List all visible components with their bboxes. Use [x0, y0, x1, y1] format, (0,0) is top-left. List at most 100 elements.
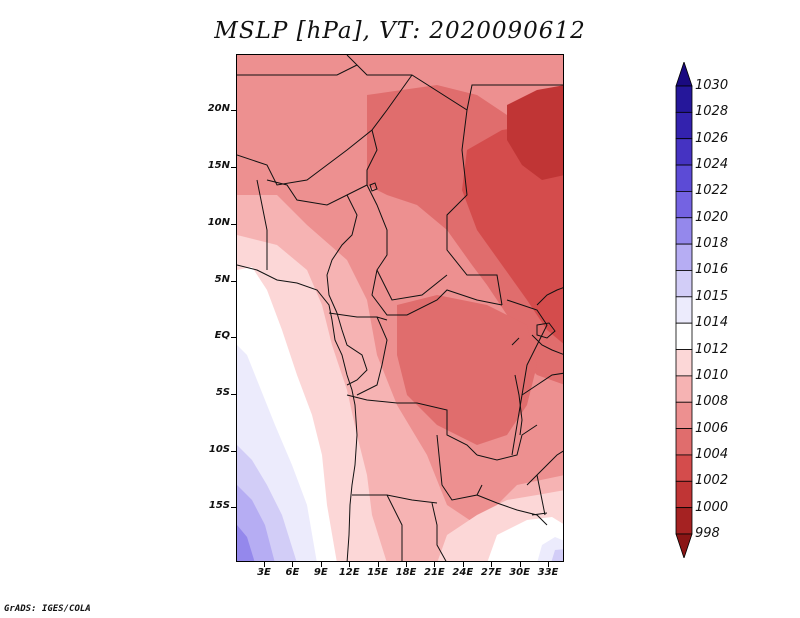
colorbar-segment — [675, 270, 693, 298]
field-1018 — [237, 525, 255, 561]
border-north-3 — [466, 84, 563, 111]
field-1015-se — [551, 549, 563, 561]
colorbar-bottom-arrow — [675, 533, 693, 558]
colorbar-segment — [675, 191, 693, 219]
colorbar-level-label: 1020 — [695, 209, 729, 225]
border-cameroon-south — [328, 312, 388, 321]
colorbar-level-label: 1024 — [695, 157, 729, 173]
lake-chad — [369, 182, 378, 192]
lat-tick-label: 20N — [207, 103, 230, 114]
colorbar-level-label: 998 — [695, 526, 720, 541]
lake-kariba — [531, 512, 548, 516]
colorbar-segment — [675, 454, 693, 482]
lon-tick-mark — [377, 562, 379, 567]
lat-tick-mark — [231, 224, 236, 225]
colorbar-level-label: 1006 — [695, 420, 729, 436]
lon-tick-label: 33E — [537, 567, 559, 578]
lon-tick-label: 12E — [338, 567, 360, 578]
colorbar-segment — [675, 243, 693, 271]
lat-tick-label: 15S — [208, 500, 230, 511]
colorbar-segment — [675, 428, 693, 456]
lake-albert — [511, 337, 520, 346]
border-gabon — [336, 312, 368, 386]
lon-tick-mark — [548, 562, 549, 567]
border-angola-n — [346, 394, 478, 456]
border-nigeria-cameroon — [326, 194, 358, 314]
colorbar-segment — [675, 85, 693, 113]
lon-tick-label: 15E — [367, 567, 388, 578]
lon-tick-mark — [320, 562, 322, 567]
colorbar-level-label: 1002 — [695, 473, 729, 489]
border-north-2 — [346, 55, 503, 306]
lon-tick-mark — [349, 562, 351, 567]
lon-tick-label: 30E — [509, 567, 530, 578]
lat-tick-mark — [231, 394, 236, 395]
border-congo-drc — [356, 316, 388, 396]
lon-tick-mark — [462, 562, 464, 567]
lon-tick-label: 3E — [257, 567, 271, 578]
colorbar-level-label: 1008 — [695, 394, 729, 410]
field-1000 — [507, 85, 563, 180]
colorbar-segment — [675, 322, 693, 350]
lat-tick-mark — [231, 167, 236, 168]
border-east-3 — [531, 334, 563, 355]
lat-tick-label: 5S — [215, 387, 230, 398]
colorbar — [675, 62, 693, 558]
lon-tick-label: 27E — [480, 567, 502, 578]
border-niger-nigeria — [266, 179, 368, 206]
border-chad — [366, 129, 448, 301]
border-moz — [526, 450, 563, 486]
lat-tick-label: 10N — [207, 217, 230, 228]
field-1004-congo — [397, 295, 537, 445]
border-sahel-1 — [237, 74, 413, 186]
colorbar-level-label: 1012 — [695, 341, 729, 357]
lon-tick-mark — [406, 562, 407, 567]
border-namibia — [386, 494, 403, 561]
border-zimbabwe — [476, 494, 548, 526]
colorbar-segment — [675, 507, 693, 535]
colorbar-level-label: 1014 — [695, 315, 729, 331]
colorbar-level-label: 1026 — [695, 130, 729, 146]
lake-malawi — [536, 474, 546, 516]
border-benin — [256, 179, 268, 270]
colorbar-top-arrow — [675, 62, 693, 87]
lat-tick-mark — [231, 451, 236, 452]
colorbar-segment — [675, 401, 693, 429]
coastline — [237, 264, 358, 561]
grads-credit: GrADS: IGES/COLA — [4, 604, 91, 614]
colorbar-segment — [675, 296, 693, 324]
lon-tick-mark — [292, 562, 294, 567]
lon-tick-label: 21E — [424, 567, 445, 578]
field-1002 — [462, 125, 563, 344]
lon-tick-mark — [519, 562, 521, 567]
border-angola-s — [352, 494, 438, 504]
country-borders — [237, 55, 563, 561]
lon-tick-mark — [434, 562, 436, 567]
colorbar-segment — [675, 164, 693, 192]
colorbar-level-label: 1000 — [695, 499, 729, 515]
pressure-map — [236, 54, 564, 562]
lat-tick-label: 10S — [208, 444, 230, 455]
colorbar-level-label: 1015 — [695, 288, 729, 304]
colorbar-level-label: 1010 — [695, 367, 729, 383]
lon-tick-mark — [264, 562, 265, 567]
colorbar-segment — [675, 111, 693, 140]
border-east-2 — [521, 372, 563, 396]
lat-tick-mark — [231, 507, 236, 508]
lon-tick-label: 18E — [395, 567, 417, 578]
colorbar-level-label: 1028 — [695, 104, 729, 120]
lon-tick-label: 9E — [313, 567, 328, 578]
colorbar-level-label: 1030 — [695, 78, 729, 93]
lake-tanganyika — [514, 374, 523, 436]
colorbar-segment — [675, 349, 693, 377]
border-drc-east — [506, 299, 548, 456]
colorbar-segment — [675, 138, 693, 166]
border-north-1 — [237, 64, 358, 76]
colorbar-segment — [675, 375, 693, 403]
border-botswana — [431, 502, 447, 561]
border-east-1 — [536, 287, 563, 306]
lat-tick-mark — [231, 337, 236, 338]
lake-victoria — [536, 322, 556, 339]
lat-tick-label: 5N — [214, 274, 230, 285]
lat-tick-mark — [231, 281, 236, 282]
